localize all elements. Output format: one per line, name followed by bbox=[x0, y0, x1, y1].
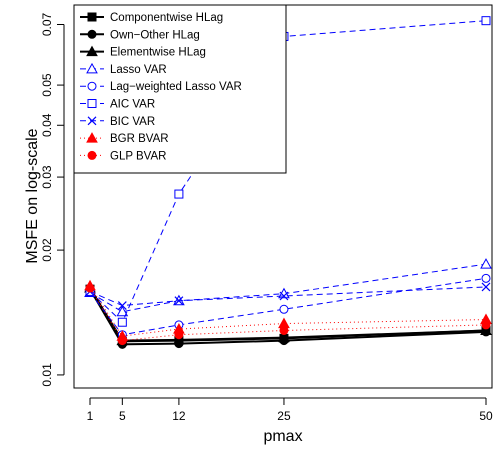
y-tick-label: 0.04 bbox=[40, 113, 54, 137]
x-tick-label: 1 bbox=[87, 409, 94, 423]
x-axis-label: pmax bbox=[263, 428, 302, 445]
legend-item: Own−Other HLag bbox=[80, 29, 200, 41]
data-point bbox=[85, 283, 95, 293]
legend-label: GLP BVAR bbox=[110, 150, 166, 162]
legend-label: Componentwise HLag bbox=[110, 12, 223, 24]
legend-label: Elementwise HLag bbox=[110, 47, 206, 59]
series-2 bbox=[85, 284, 491, 349]
series-9 bbox=[85, 283, 491, 346]
y-tick-label: 0.02 bbox=[40, 238, 54, 262]
data-point bbox=[481, 320, 491, 330]
data-point bbox=[117, 317, 127, 327]
y-tick-label: 0.05 bbox=[40, 73, 54, 97]
data-point bbox=[116, 305, 129, 317]
data-point bbox=[174, 189, 184, 199]
legend-marker bbox=[87, 99, 97, 108]
y-tick-label: 0.07 bbox=[40, 12, 54, 36]
legend-label: AIC VAR bbox=[110, 99, 155, 111]
data-point bbox=[117, 336, 127, 346]
data-point bbox=[174, 296, 184, 306]
y-tick-label: 0.03 bbox=[40, 165, 54, 189]
data-point bbox=[279, 291, 289, 301]
data-point bbox=[174, 330, 184, 340]
legend-marker bbox=[86, 62, 98, 74]
legend-item: GLP BVAR bbox=[80, 150, 166, 162]
series-1 bbox=[85, 284, 491, 346]
data-point bbox=[480, 324, 492, 335]
y-axis-label: MSFE on log-scale bbox=[24, 128, 41, 263]
legend-label: Lasso VAR bbox=[110, 64, 167, 76]
legend-marker bbox=[86, 132, 98, 143]
data-point bbox=[279, 325, 289, 335]
data-point bbox=[481, 273, 491, 283]
series-line bbox=[89, 286, 487, 307]
legend-item: Lag−weighted Lasso VAR bbox=[80, 81, 242, 93]
legend: Componentwise HLag Own−Other HLag Elementw… bbox=[73, 4, 287, 174]
legend-box bbox=[73, 4, 287, 174]
x-tick-label: 5 bbox=[119, 409, 126, 423]
data-point bbox=[279, 304, 289, 314]
legend-item: AIC VAR bbox=[80, 99, 155, 111]
data-point bbox=[278, 331, 290, 343]
x-tick-label: 50 bbox=[479, 409, 493, 423]
data-point bbox=[117, 301, 127, 310]
legend-marker bbox=[87, 116, 97, 126]
x-tick-label: 25 bbox=[277, 409, 291, 423]
series-layer bbox=[84, 16, 492, 349]
legend-marker bbox=[87, 150, 97, 160]
data-point bbox=[481, 282, 491, 292]
x-tick-label: 12 bbox=[172, 409, 186, 423]
legend-marker bbox=[87, 12, 97, 22]
legend-marker bbox=[87, 81, 97, 91]
data-point bbox=[480, 258, 492, 269]
legend-label: Lag−weighted Lasso VAR bbox=[110, 81, 242, 93]
legend-marker bbox=[86, 45, 98, 57]
legend-marker bbox=[87, 29, 97, 39]
data-point bbox=[173, 333, 185, 345]
data-point bbox=[481, 16, 491, 26]
axes: 1 5 12 25 50 0.01 0.02 0.03 0.04 0.05 0.07 bbox=[40, 12, 493, 423]
legend-item: Elementwise HLag bbox=[80, 45, 206, 59]
legend-item: BIC VAR bbox=[80, 116, 155, 128]
legend-item: BGR BVAR bbox=[80, 132, 169, 145]
y-tick-label: 0.01 bbox=[40, 363, 54, 387]
legend-item: Componentwise HLag bbox=[80, 12, 223, 24]
series-line bbox=[89, 263, 487, 313]
legend-label: BIC VAR bbox=[110, 116, 155, 128]
legend-item: Lasso VAR bbox=[80, 62, 167, 76]
legend-label: Own−Other HLag bbox=[110, 29, 200, 41]
legend-label: BGR BVAR bbox=[110, 133, 169, 145]
